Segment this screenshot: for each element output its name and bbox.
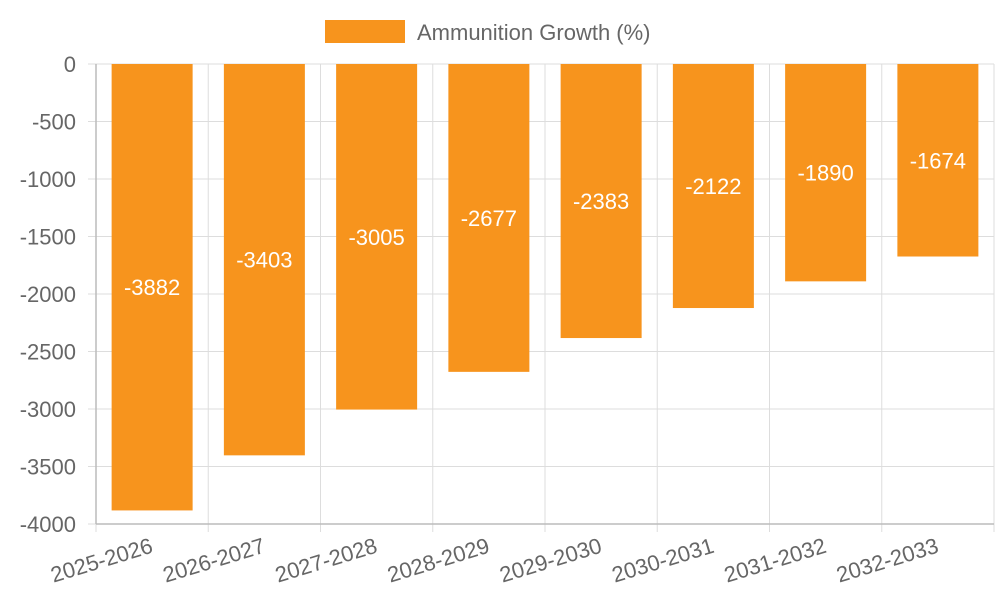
x-tick-label: 2031-2032	[721, 533, 829, 588]
bar-value-label: -1674	[910, 148, 966, 173]
y-axis-ticks: 0 -500 -1000 -1500 -2000 -2500 -3000 -3500 -4000	[20, 52, 76, 537]
bar-labels: -3882 -3403 -3005 -2677 -2383 -2122 -1890 -1674	[124, 148, 966, 300]
bar[interactable]	[336, 64, 418, 410]
y-tick-label: 0	[64, 52, 76, 77]
bar-value-label: -2383	[573, 189, 629, 214]
bar[interactable]	[672, 64, 754, 309]
y-tick-label: -2500	[20, 340, 76, 365]
bar-value-label: -2122	[685, 174, 741, 199]
bar[interactable]	[785, 64, 867, 282]
y-tick-label: -500	[32, 110, 76, 135]
y-tick-label: -1000	[20, 167, 76, 192]
bar[interactable]	[560, 64, 642, 339]
x-tick-label: 2027-2028	[272, 533, 380, 588]
bar-value-label: -1890	[797, 161, 853, 186]
legend[interactable]: Ammunition Growth (%)	[325, 20, 651, 45]
y-tick-label: -3000	[20, 397, 76, 422]
x-axis-ticks: 2025-2026 2026-2027 2027-2028 2028-2029 2029…	[48, 533, 942, 588]
bar[interactable]	[223, 64, 305, 456]
x-tick-label: 2032-2033	[833, 533, 941, 588]
bar-value-label: -3403	[236, 248, 292, 273]
bars	[111, 64, 979, 511]
x-tick-label: 2026-2027	[160, 533, 268, 588]
y-tick-label: -2000	[20, 282, 76, 307]
bar[interactable]	[897, 64, 979, 257]
bar-value-label: -2677	[461, 206, 517, 231]
legend-swatch	[325, 20, 405, 43]
bar[interactable]	[111, 64, 193, 511]
x-tick-label: 2028-2029	[384, 533, 492, 588]
x-tick-label: 2030-2031	[609, 533, 717, 588]
x-tick-label: 2025-2026	[48, 533, 156, 588]
bar[interactable]	[448, 64, 530, 372]
x-tick-label: 2029-2030	[497, 533, 605, 588]
y-tick-label: -4000	[20, 512, 76, 537]
legend-label: Ammunition Growth (%)	[417, 20, 651, 45]
bar-value-label: -3005	[348, 225, 404, 250]
y-tick-label: -1500	[20, 225, 76, 250]
bar-value-label: -3882	[124, 275, 180, 300]
y-tick-label: -3500	[20, 455, 76, 480]
